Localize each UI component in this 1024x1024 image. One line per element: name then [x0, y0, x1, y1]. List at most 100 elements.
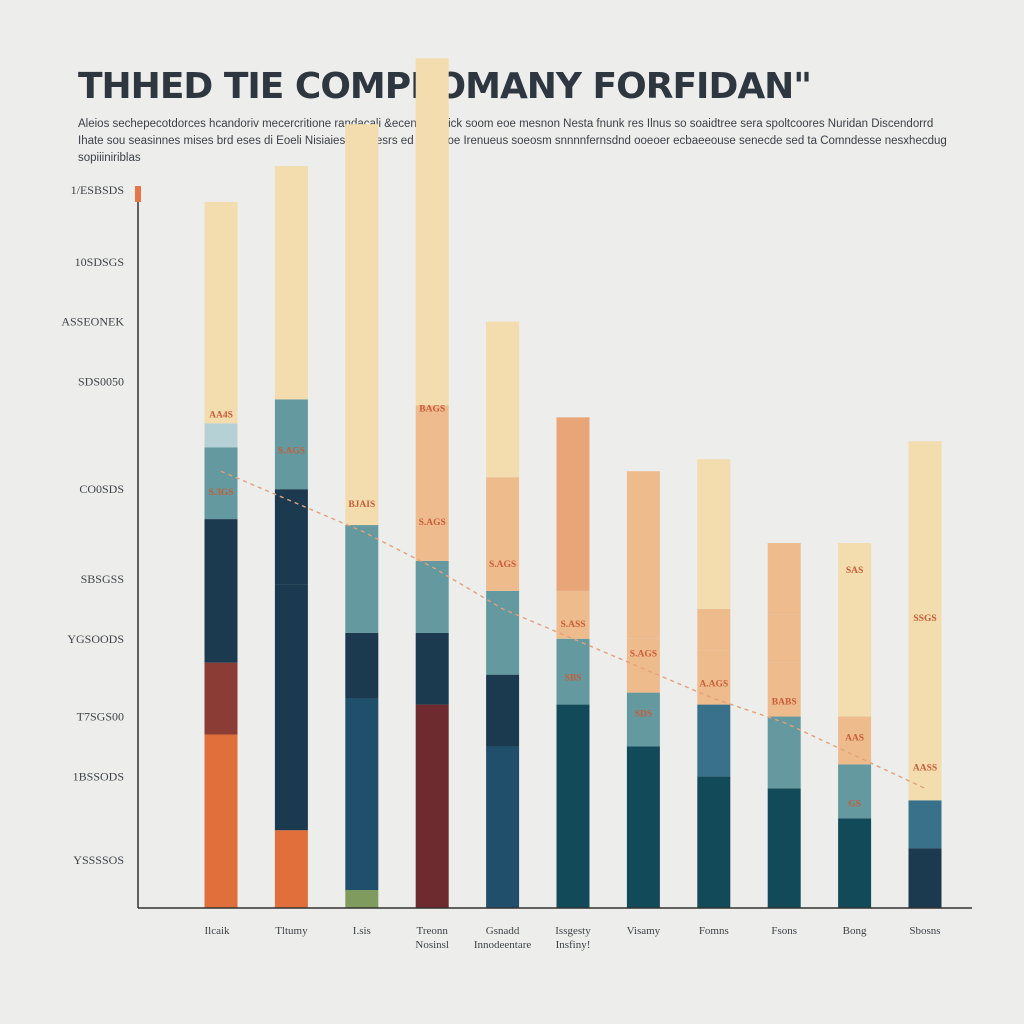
bar-6-segment-1	[626, 692, 660, 747]
bar-9	[838, 543, 872, 908]
data-label-1: S.3GS	[208, 488, 233, 498]
bar-7-segment-4	[697, 459, 731, 609]
bar-7-segment-2	[697, 650, 731, 705]
bar-9-segment-2	[838, 716, 872, 765]
bar-9-segment-0	[838, 818, 872, 908]
data-label-8: SBS	[565, 674, 582, 684]
x-tick-labels: Ilcaik Tltumy I.sis Treonn Nosinsl Gsnadd Inno…	[204, 925, 940, 951]
x-tick-label-6: Visamy	[627, 925, 661, 937]
data-label-11: A.AGS	[699, 680, 728, 690]
data-label-9: S.AGS	[630, 650, 657, 660]
bar-8-segment-4	[767, 543, 801, 615]
bar-4-segment-1	[486, 674, 520, 747]
bar-0-segment-0	[204, 734, 238, 908]
bar-2-segment-4	[345, 124, 379, 526]
bar-1-segment-2	[274, 489, 308, 585]
data-label-16: SSGS	[913, 614, 936, 624]
data-label-6: S.AGS	[489, 560, 516, 570]
y-tick-label-8: 1BSSODS	[73, 769, 124, 783]
bar-1-segment-4	[274, 166, 308, 400]
bar-3-segment-4	[415, 58, 449, 406]
bar-5	[556, 417, 590, 908]
y-tick-label-9: YSSSSOS	[73, 853, 124, 867]
x-tick-label-8: Fsons	[771, 925, 797, 937]
x-tick-label-5-line-1: Insfiny!	[556, 939, 591, 951]
bar-3-segment-1	[415, 632, 449, 705]
bar-0-segment-4	[204, 423, 238, 448]
bar-5-segment-2	[556, 590, 590, 639]
bar-0-segment-5	[204, 201, 238, 424]
bar-2-segment-1	[345, 698, 379, 891]
bar-1-segment-3	[274, 399, 308, 490]
bar-2-segment-0	[345, 890, 379, 908]
y-tick-label-3: SDS0050	[78, 374, 124, 388]
bar-2-segment-2	[345, 632, 379, 699]
x-tick-label-4: Gsnadd	[486, 925, 520, 937]
trend-line	[220, 470, 926, 789]
trend-layer	[220, 470, 926, 789]
data-label-4: BAGS	[419, 404, 445, 414]
y-tick-label-6: YGSOODS	[67, 632, 124, 646]
y-tick-label-2: ASSEONEK	[61, 315, 124, 329]
y-tick-label-5: SBSGSS	[81, 572, 124, 586]
bar-8-segment-2	[767, 662, 801, 717]
bar-4-segment-0	[486, 746, 520, 908]
y-axis-marker	[135, 186, 141, 202]
bar-6-segment-2	[626, 638, 660, 693]
bar-6-segment-3	[626, 471, 660, 639]
bar-8	[767, 543, 801, 908]
bar-10-segment-0	[908, 848, 942, 908]
data-label-10: SDS	[635, 710, 652, 720]
data-label-13: SAS	[846, 566, 863, 576]
bar-1-segment-0	[274, 830, 308, 908]
bar-5-segment-1	[556, 638, 590, 705]
bar-10	[908, 441, 942, 908]
bar-3-segment-0	[415, 704, 449, 908]
data-label-5: S.AGS	[419, 518, 446, 528]
bar-6	[626, 471, 660, 908]
x-tick-label-3: Treonn	[417, 925, 449, 937]
bar-3-segment-2	[415, 560, 449, 633]
y-tick-label-0: 1/ESBSDS	[71, 183, 124, 197]
data-label-7: S.ASS	[560, 620, 585, 630]
bar-3-segment-3	[415, 405, 449, 561]
bar-4	[486, 321, 520, 908]
bar-4-segment-4	[486, 321, 520, 478]
chart-subtitle: Aleios sechepecotdorces hcandoriv mecerc…	[78, 118, 947, 164]
bar-3	[415, 58, 449, 908]
x-tick-label-1: Tltumy	[275, 925, 308, 937]
bar-0-segment-2	[204, 519, 238, 663]
x-tick-label-2: I.sis	[353, 925, 371, 937]
bar-2-segment-3	[345, 525, 379, 633]
bar-8-segment-1	[767, 716, 801, 789]
data-label-17: AASS	[913, 763, 937, 773]
data-label-3: BJAIS	[348, 500, 375, 510]
bar-8-segment-0	[767, 788, 801, 908]
bar-1	[274, 166, 308, 908]
bar-4-segment-2	[486, 590, 520, 675]
bar-1-segment-1	[274, 584, 308, 831]
bar-7-segment-1	[697, 704, 731, 777]
bar-10-segment-2	[908, 441, 942, 801]
y-tick-label-1: 10SDSGS	[75, 255, 124, 269]
x-tick-label-3-line-1: Nosinsl	[415, 939, 449, 951]
y-tick-label-4: CO0SDS	[79, 482, 124, 496]
bar-10-segment-1	[908, 800, 942, 849]
data-label-2: S.AGS	[278, 446, 305, 456]
bar-7-segment-0	[697, 776, 731, 908]
y-tick-labels: 1/ESBSDS 10SDSGS ASSEONEK SDS0050 CO0SDS SBSG…	[61, 183, 124, 867]
bar-5-segment-0	[556, 704, 590, 908]
bar-0-segment-3	[204, 447, 238, 520]
x-tick-label-5: Issgesty	[555, 925, 591, 937]
labels-layer: AA4S S.3GS S.AGS BJAIS BAGS S.AGS S.AGS S.ASS SB…	[208, 404, 937, 809]
bar-2	[345, 124, 379, 908]
data-label-0: AA4S	[209, 410, 233, 420]
bar-5-segment-3	[556, 417, 590, 591]
x-tick-label-7: Fomns	[699, 925, 729, 937]
bar-9-segment-3	[838, 543, 872, 717]
bar-7	[697, 459, 731, 908]
data-label-12: BABS	[772, 698, 797, 708]
bar-4-segment-3	[486, 477, 520, 591]
bar-9-segment-1	[838, 764, 872, 819]
